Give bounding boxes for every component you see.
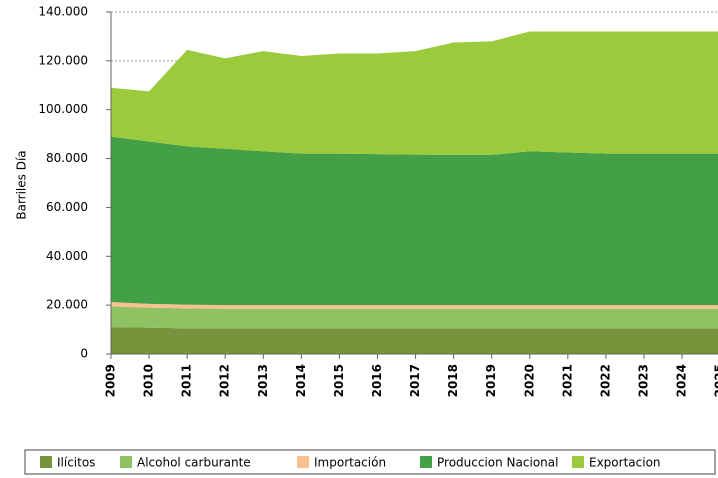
x-tick-label: 2011 xyxy=(180,364,194,397)
y-tick-label: 60.000 xyxy=(46,200,88,214)
y-tick-label: 100.000 xyxy=(38,102,88,116)
y-tick-label: 20.000 xyxy=(46,298,88,312)
x-tick-label: 2014 xyxy=(294,364,308,397)
x-tick-label: 2017 xyxy=(408,364,422,397)
legend-label: Exportacion xyxy=(589,456,661,470)
y-tick-label: 40.000 xyxy=(46,249,88,263)
area xyxy=(111,301,718,309)
legend-label: Alcohol carburante xyxy=(137,456,251,470)
legend-swatch xyxy=(572,456,584,468)
area xyxy=(111,327,718,354)
legend-swatch xyxy=(40,456,52,468)
legend-box xyxy=(24,449,716,475)
x-tick-label: 2018 xyxy=(446,364,460,397)
x-tick-label: 2024 xyxy=(675,364,689,397)
y-axis-label: Barriles Día xyxy=(15,150,29,219)
x-tick-label: 2023 xyxy=(636,364,650,397)
legend-label: Importación xyxy=(314,456,386,470)
x-tick-label: 2010 xyxy=(142,364,156,397)
y-tick-label: 140.000 xyxy=(38,5,88,19)
x-tick-label: 2016 xyxy=(370,364,384,397)
x-tick-label: 2020 xyxy=(522,364,536,397)
x-tick-label: 2012 xyxy=(218,364,232,397)
legend-swatch xyxy=(420,456,432,468)
y-tick-label: 80.000 xyxy=(46,151,88,165)
x-tick-label: 2015 xyxy=(332,364,346,397)
x-tick-label: 2021 xyxy=(560,364,574,397)
legend-label: Produccion Nacional xyxy=(437,456,558,470)
x-tick-label: 2009 xyxy=(104,364,118,397)
x-tick-label: 2019 xyxy=(484,364,498,397)
y-tick-label: 120.000 xyxy=(38,53,88,67)
y-tick-label: 0 xyxy=(80,347,88,361)
legend-swatch xyxy=(297,456,309,468)
x-tick-label: 2022 xyxy=(598,364,612,397)
x-tick-label: 2013 xyxy=(256,364,270,397)
area xyxy=(111,306,718,329)
legend-label: Ilícitos xyxy=(57,456,95,470)
area xyxy=(111,136,718,306)
x-tick-label: 2025 xyxy=(713,364,718,397)
area xyxy=(111,31,718,155)
legend-swatch xyxy=(120,456,132,468)
